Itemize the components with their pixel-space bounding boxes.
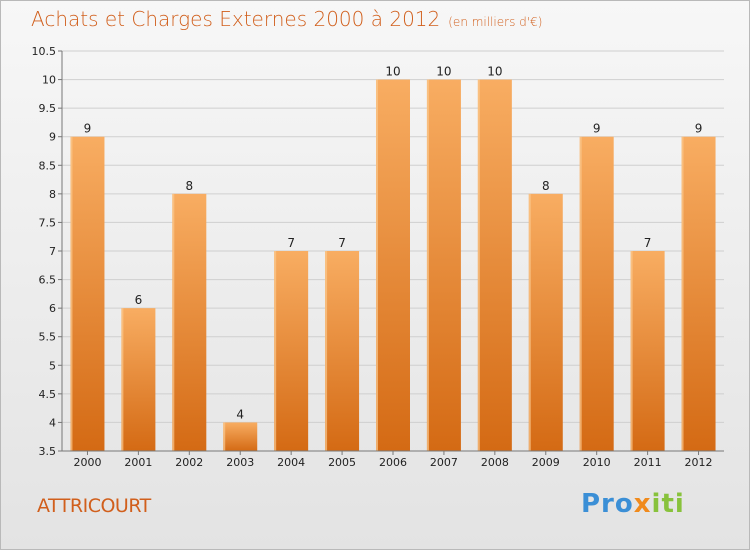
y-tick-label: 8.5 xyxy=(39,159,57,172)
bar-highlight xyxy=(70,136,73,451)
bar-2012 xyxy=(681,136,716,451)
x-tick-label: 2002 xyxy=(175,456,203,469)
y-tick-label: 9.5 xyxy=(39,102,57,115)
bar-highlight xyxy=(426,79,429,452)
data-label: 8 xyxy=(185,179,193,193)
data-label: 10 xyxy=(436,65,451,79)
bar-highlight xyxy=(223,422,226,451)
bar-layer xyxy=(70,79,716,452)
data-label: 9 xyxy=(84,122,92,136)
x-tick-label: 2000 xyxy=(73,456,101,469)
bar-2009 xyxy=(528,193,563,451)
chart-title: Achats et Charges Externes 2000 à 2012 (e… xyxy=(31,7,542,31)
x-tick-label: 2006 xyxy=(379,456,407,469)
axis-layer: 3.5 4 4.5 5 5.5 6 6.5 7 7.5 8 8.5 9 9.5 10 10.5 2000 200… xyxy=(32,45,724,469)
data-label: 10 xyxy=(487,65,502,79)
bar-2008 xyxy=(477,79,512,452)
x-tick-label: 2011 xyxy=(634,456,662,469)
bar-highlight xyxy=(528,193,531,451)
bar-highlight xyxy=(172,193,175,451)
x-tick-label: 2003 xyxy=(226,456,254,469)
x-tick-label: 2005 xyxy=(328,456,356,469)
logo-part-2: x xyxy=(633,489,652,519)
bar-2010 xyxy=(579,136,614,451)
proxiti-logo: Proxiti xyxy=(581,489,685,519)
y-tick-label: 7 xyxy=(49,245,56,258)
data-label: 4 xyxy=(236,407,244,421)
bar-highlight xyxy=(376,79,378,452)
bar-highlight xyxy=(630,251,633,451)
x-tick-label: 2012 xyxy=(685,456,713,469)
y-tick-label: 4.5 xyxy=(39,388,57,401)
bar-2000 xyxy=(70,136,105,451)
bar-2011 xyxy=(630,251,665,451)
y-tick-label: 5 xyxy=(49,359,56,372)
y-tick-label: 6 xyxy=(49,302,56,315)
data-label: 6 xyxy=(135,293,143,307)
bar-highlight xyxy=(681,136,684,451)
bar-highlight xyxy=(121,308,124,451)
x-tick-label: 2007 xyxy=(430,456,458,469)
data-label: 9 xyxy=(593,122,601,136)
y-tick-label: 7.5 xyxy=(39,216,57,229)
y-tick-label: 6.5 xyxy=(39,274,57,287)
bar-2001 xyxy=(121,308,156,451)
label-layer: 9 6 8 4 7 7 10 10 10 8 9 7 9 xyxy=(84,65,703,422)
chart-title-text: Achats et Charges Externes 2000 à 2012 xyxy=(31,7,441,31)
bar-2002 xyxy=(172,193,207,451)
x-tick-label: 2009 xyxy=(532,456,560,469)
data-label: 7 xyxy=(287,236,295,250)
bar-2004 xyxy=(274,251,309,451)
chart-subtitle: (en milliers d'€) xyxy=(448,15,543,29)
data-label: 9 xyxy=(695,122,703,136)
x-tick-label: 2004 xyxy=(277,456,305,469)
bar-2003 xyxy=(223,422,258,451)
y-tick-label: 10 xyxy=(42,74,56,87)
commune-name: ATTRICOURT xyxy=(37,495,151,517)
y-tick-label: 9 xyxy=(49,131,56,144)
y-tick-label: 10.5 xyxy=(32,45,57,58)
x-tick-label: 2001 xyxy=(124,456,152,469)
bar-highlight xyxy=(274,251,277,451)
bar-highlight xyxy=(579,136,582,451)
bar-highlight xyxy=(325,251,328,451)
y-tick-label: 8 xyxy=(49,188,56,201)
y-tick-label: 5.5 xyxy=(39,331,57,344)
logo-part-3: iti xyxy=(651,489,685,519)
data-label: 7 xyxy=(338,236,346,250)
bar-highlight xyxy=(477,79,480,452)
data-label: 8 xyxy=(542,179,550,193)
x-tick-label: 2008 xyxy=(481,456,509,469)
logo-part-1: Pro xyxy=(581,489,634,519)
y-tick-label: 4 xyxy=(49,416,56,429)
bar-2006 xyxy=(376,79,410,452)
data-label: 7 xyxy=(644,236,652,250)
x-tick-label: 2010 xyxy=(583,456,611,469)
data-label: 10 xyxy=(385,65,400,79)
bar-2007 xyxy=(426,79,461,452)
bar-2005 xyxy=(325,251,360,451)
y-tick-label: 3.5 xyxy=(39,445,57,458)
